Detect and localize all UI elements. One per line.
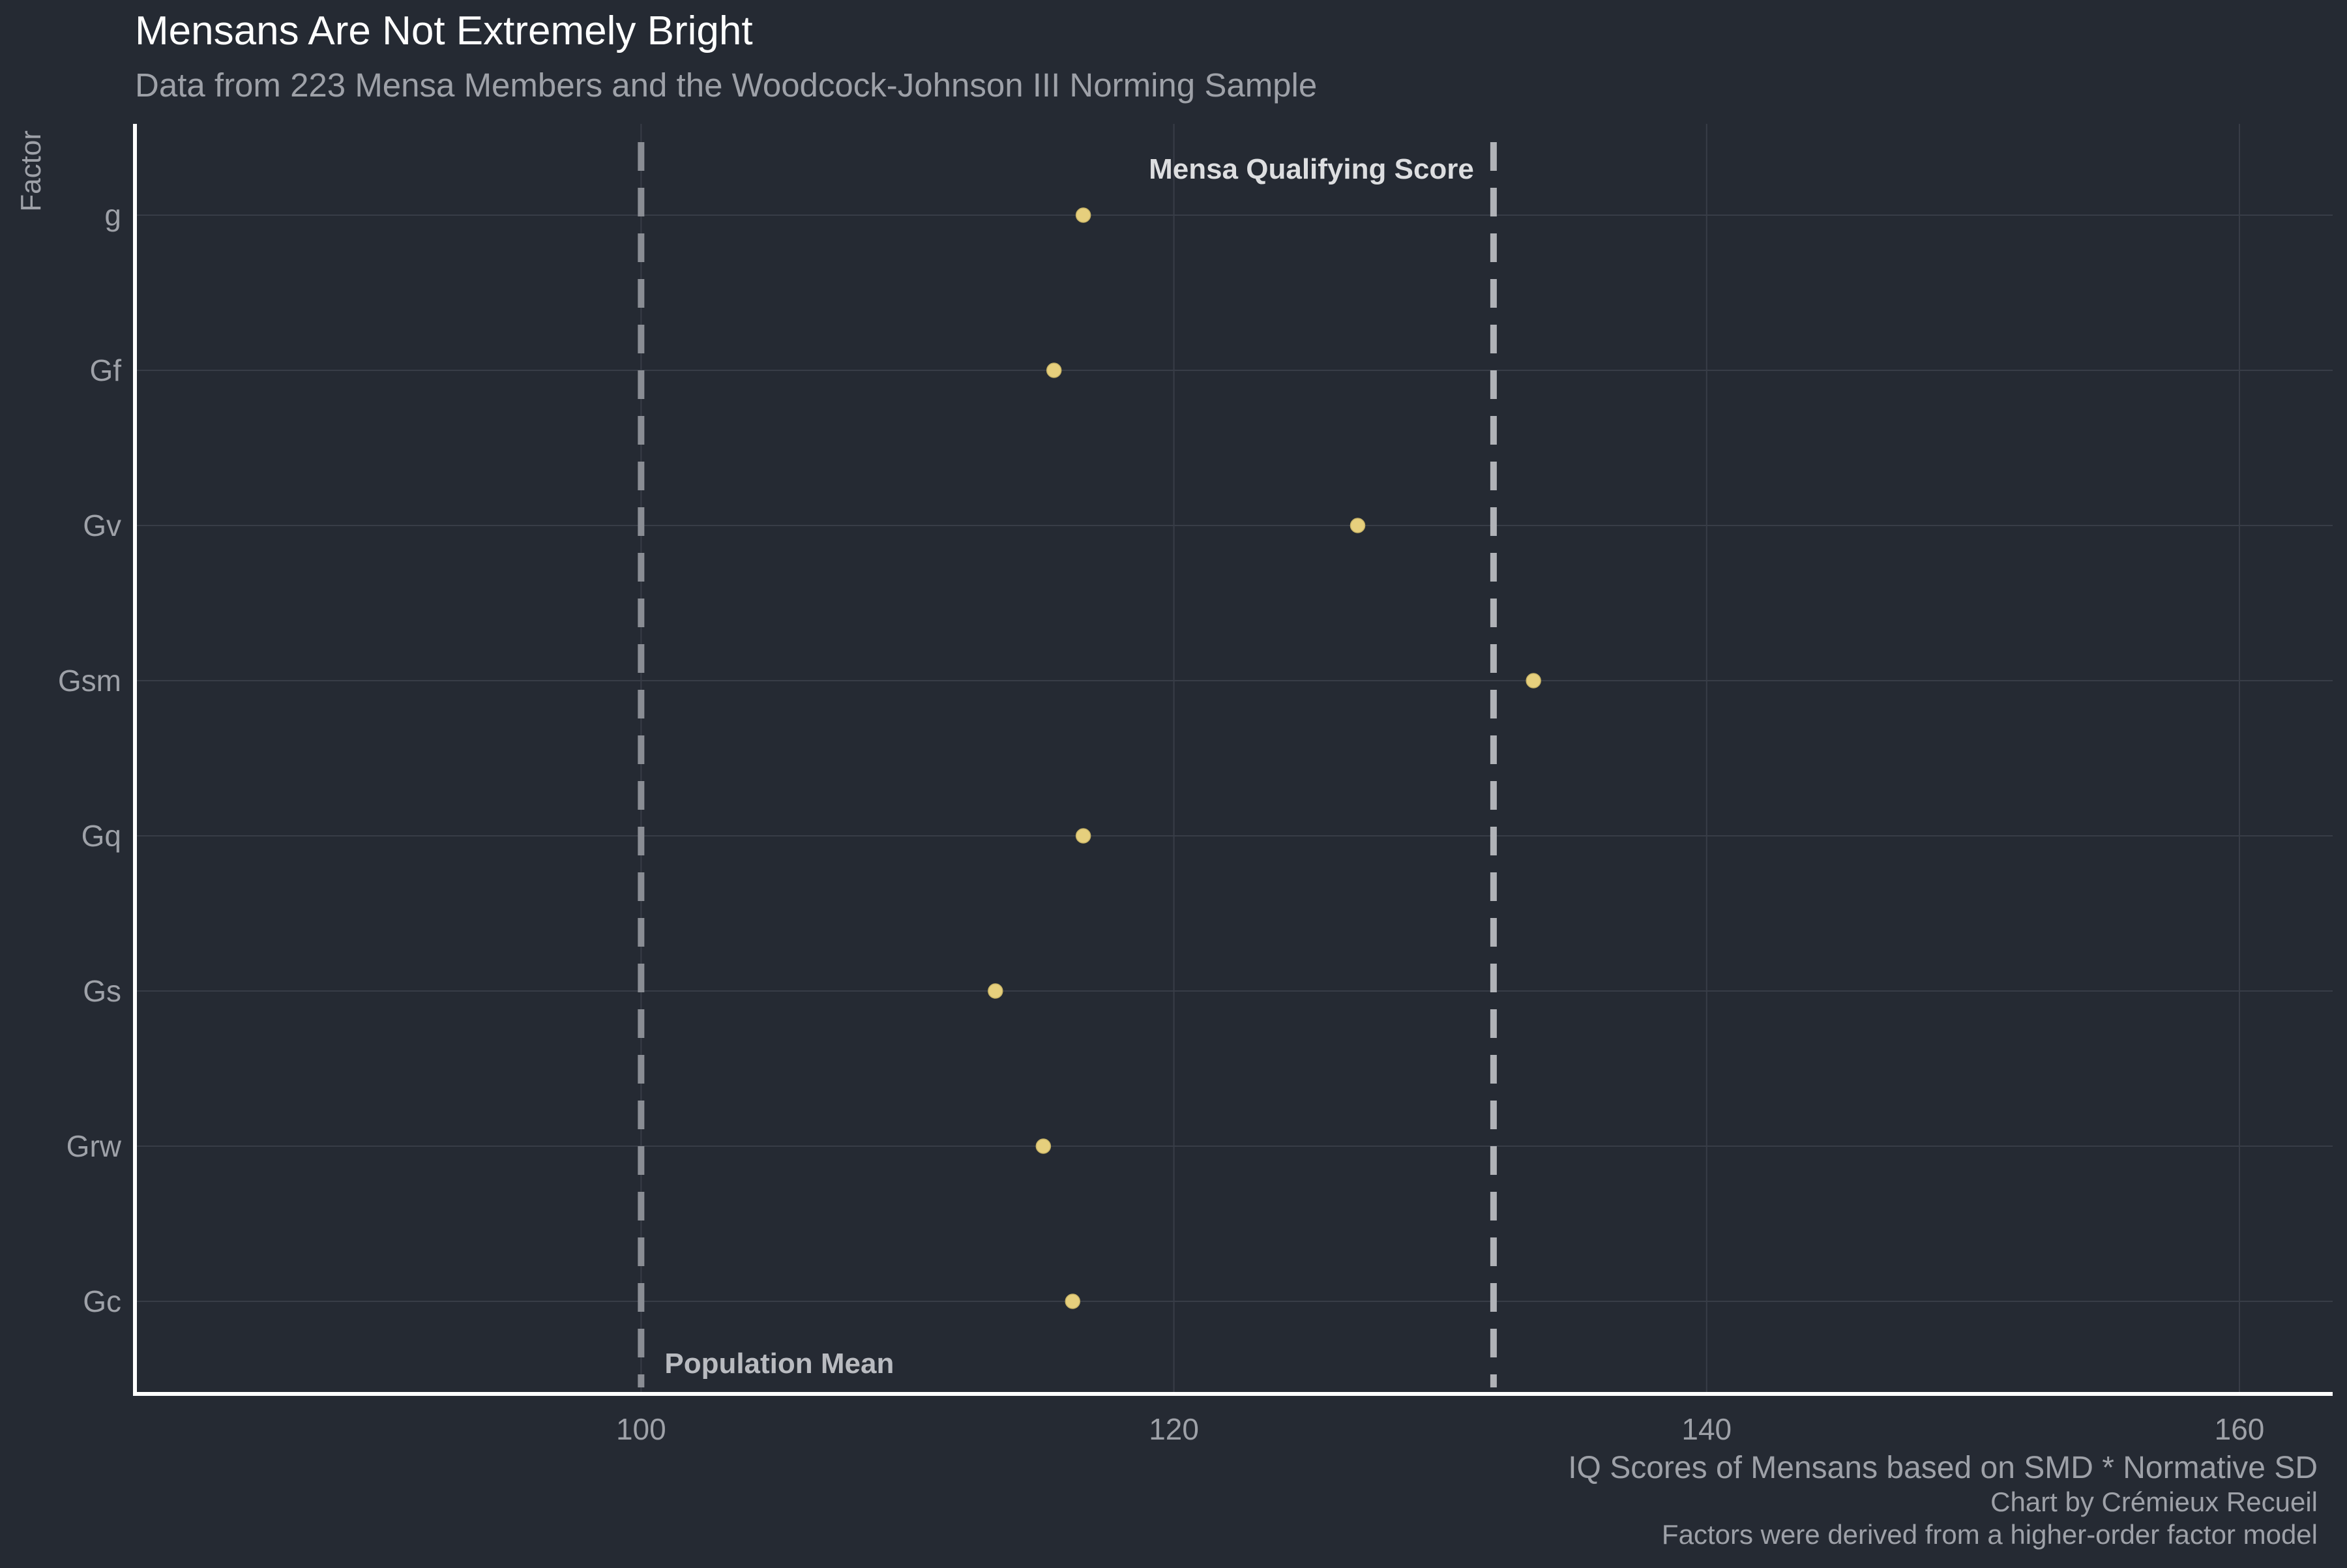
y-axis-title: Factor xyxy=(15,130,47,212)
x-tick-label-100: 100 xyxy=(616,1412,666,1446)
reference-line-layer: Population Mean Mensa Qualifying Score xyxy=(638,142,1497,1387)
y-tick-label-Gsm: Gsm xyxy=(58,664,121,698)
data-point-g xyxy=(1075,207,1091,223)
chart-title: Mensans Are Not Extremely Bright xyxy=(135,8,753,53)
reference-line-label-132: Mensa Qualifying Score xyxy=(1149,153,1474,185)
x-tick-label-120: 120 xyxy=(1149,1412,1199,1446)
y-tick-label-Gc: Gc xyxy=(83,1284,121,1318)
axis-layer: g Gf Gv Gsm Gq Gs Grw Gc 100 120 140 160 xyxy=(58,124,2333,1446)
reference-line-label-100: Population Mean xyxy=(664,1348,894,1380)
text-layer: Mensans Are Not Extremely Bright Data fr… xyxy=(15,8,2318,1550)
data-point-Gf xyxy=(1046,362,1062,378)
y-tick-label-Grw: Grw xyxy=(66,1129,122,1163)
data-point-Grw xyxy=(1035,1138,1052,1154)
data-point-Gs xyxy=(988,983,1003,999)
y-tick-label-Gq: Gq xyxy=(81,819,121,853)
y-tick-label-g: g xyxy=(104,198,121,232)
chart-subtitle: Data from 223 Mensa Members and the Wood… xyxy=(135,67,1317,104)
grid-layer xyxy=(135,124,2333,1394)
x-tick-label-140: 140 xyxy=(1681,1412,1732,1446)
y-tick-label-Gs: Gs xyxy=(83,974,121,1008)
y-tick-label-Gv: Gv xyxy=(83,509,121,542)
data-point-Gsm xyxy=(1526,673,1541,688)
point-layer xyxy=(988,207,1541,1309)
data-point-Gv xyxy=(1350,518,1366,533)
data-point-Gq xyxy=(1075,828,1091,844)
x-axis-title: IQ Scores of Mensans based on SMD * Norm… xyxy=(1568,1451,2318,1485)
caption-line-1: Chart by Crémieux Recueil xyxy=(1990,1487,2318,1517)
caption-line-2: Factors were derived from a higher-order… xyxy=(1662,1519,2318,1550)
data-point-Gc xyxy=(1065,1294,1081,1309)
x-tick-label-160: 160 xyxy=(2215,1412,2265,1446)
y-tick-label-Gf: Gf xyxy=(89,353,121,387)
